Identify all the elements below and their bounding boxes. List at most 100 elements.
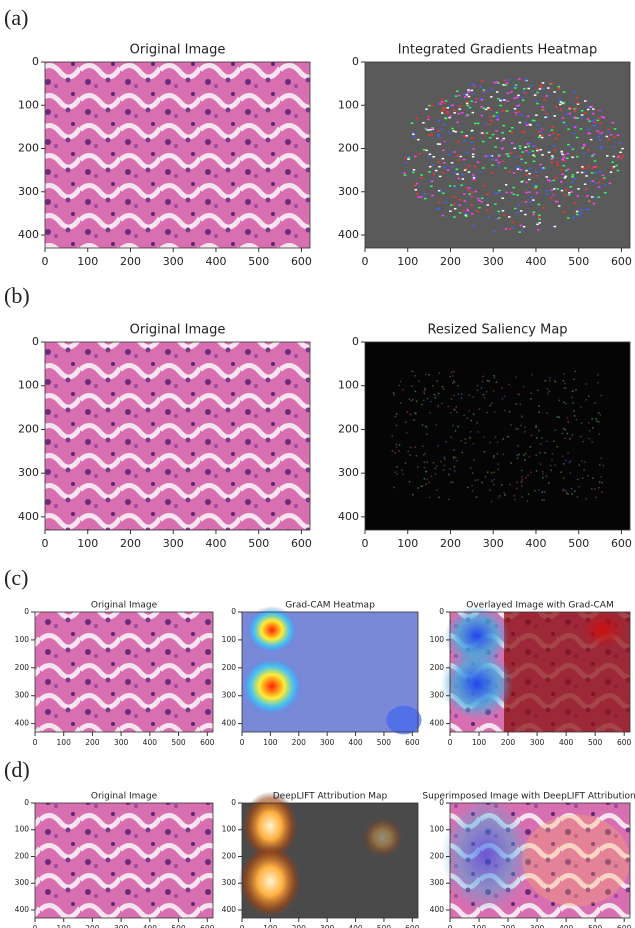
x-tick-label: 500 [248,255,269,268]
image-dot [598,139,602,141]
image-dot [443,464,446,467]
x-tick-label: 500 [568,537,589,550]
image-dot [562,488,565,491]
image-dot [551,155,554,157]
image-dot [514,156,518,158]
image-dot [502,137,505,140]
x-tick-label: 400 [559,738,574,747]
image-dot [398,444,401,446]
image-dot [453,465,456,468]
image-dot [557,205,561,207]
image-dot [429,129,432,131]
image-dot [562,463,565,465]
image-dot [521,99,525,102]
image-dot [542,477,544,479]
image-dot [596,130,599,132]
image-dot [551,458,553,461]
image-dot [460,184,463,187]
image-dot [440,101,444,103]
image-dot [436,465,438,467]
image-dot [415,455,418,457]
image-dot [452,375,454,377]
y-tick-label: 100 [15,825,30,834]
image-dot [444,100,448,102]
image-dot [539,86,542,89]
image-dot [464,168,468,170]
image-dot [563,401,565,404]
image-dot [524,79,528,81]
x-tick-label: 500 [248,537,269,550]
image-frame [44,61,311,249]
x-tick-label: 100 [263,738,278,747]
image-dot [565,402,567,405]
image-dot [564,124,568,126]
image-frame [241,611,419,733]
image-dot [436,207,440,210]
image-dot [438,496,440,499]
image-dot [558,103,562,106]
image-dot [535,124,539,126]
image-dot [519,403,521,406]
image-dot [537,130,540,133]
image-dot [530,374,533,376]
image-dot [394,415,397,418]
image-dot [564,428,567,431]
image-dot [411,131,415,134]
image-dot [424,425,427,428]
image-dot [391,434,394,437]
image-dot [521,151,524,153]
image-dot [461,178,465,180]
image-dot [504,153,508,155]
image-dot [447,405,449,408]
image-dot [501,147,504,149]
image-dot [425,108,428,110]
image-dot [508,383,510,386]
image-blob [522,814,630,907]
image-dot [576,195,579,197]
image-dot [599,122,602,124]
image-dot [469,437,471,439]
image-dot [513,147,517,150]
image-frame [364,61,631,249]
image-dot [551,126,554,128]
image-dot [437,134,440,136]
x-tick-label: 400 [525,537,546,550]
image-dot [590,105,593,108]
image-dot [503,99,506,101]
image-dot [424,452,427,455]
image-dot [481,481,483,484]
image-dot [463,200,467,202]
image-dot [396,466,398,468]
image-dot [581,147,584,149]
image-dot [473,459,475,461]
image-dot [502,438,504,440]
image-dot [526,142,530,145]
image-dot [510,131,514,134]
image-dot [525,174,529,176]
image-dot [550,82,553,84]
image-dot [458,105,462,107]
y-tick-label: 100 [338,379,359,392]
image-dot [471,484,473,487]
image-dot [518,393,521,396]
image-dot [554,200,558,203]
image-dot [391,450,394,452]
image-dot [463,414,465,417]
image-dot [591,441,593,443]
y-tick-label: 200 [338,142,359,155]
image-dot [395,446,398,449]
image-dot [484,123,487,125]
image-dot [440,112,444,114]
image-dot [463,169,467,171]
image-dot [521,469,523,472]
image-dot [562,489,564,492]
image-dot [561,102,565,105]
image-dot [573,378,575,381]
image-dot [529,446,532,448]
image-dot [424,127,428,130]
image-dot [597,412,600,414]
image-dot [599,463,601,466]
image-dot [554,176,558,179]
image-dot [605,135,609,138]
image-dot [524,213,527,216]
